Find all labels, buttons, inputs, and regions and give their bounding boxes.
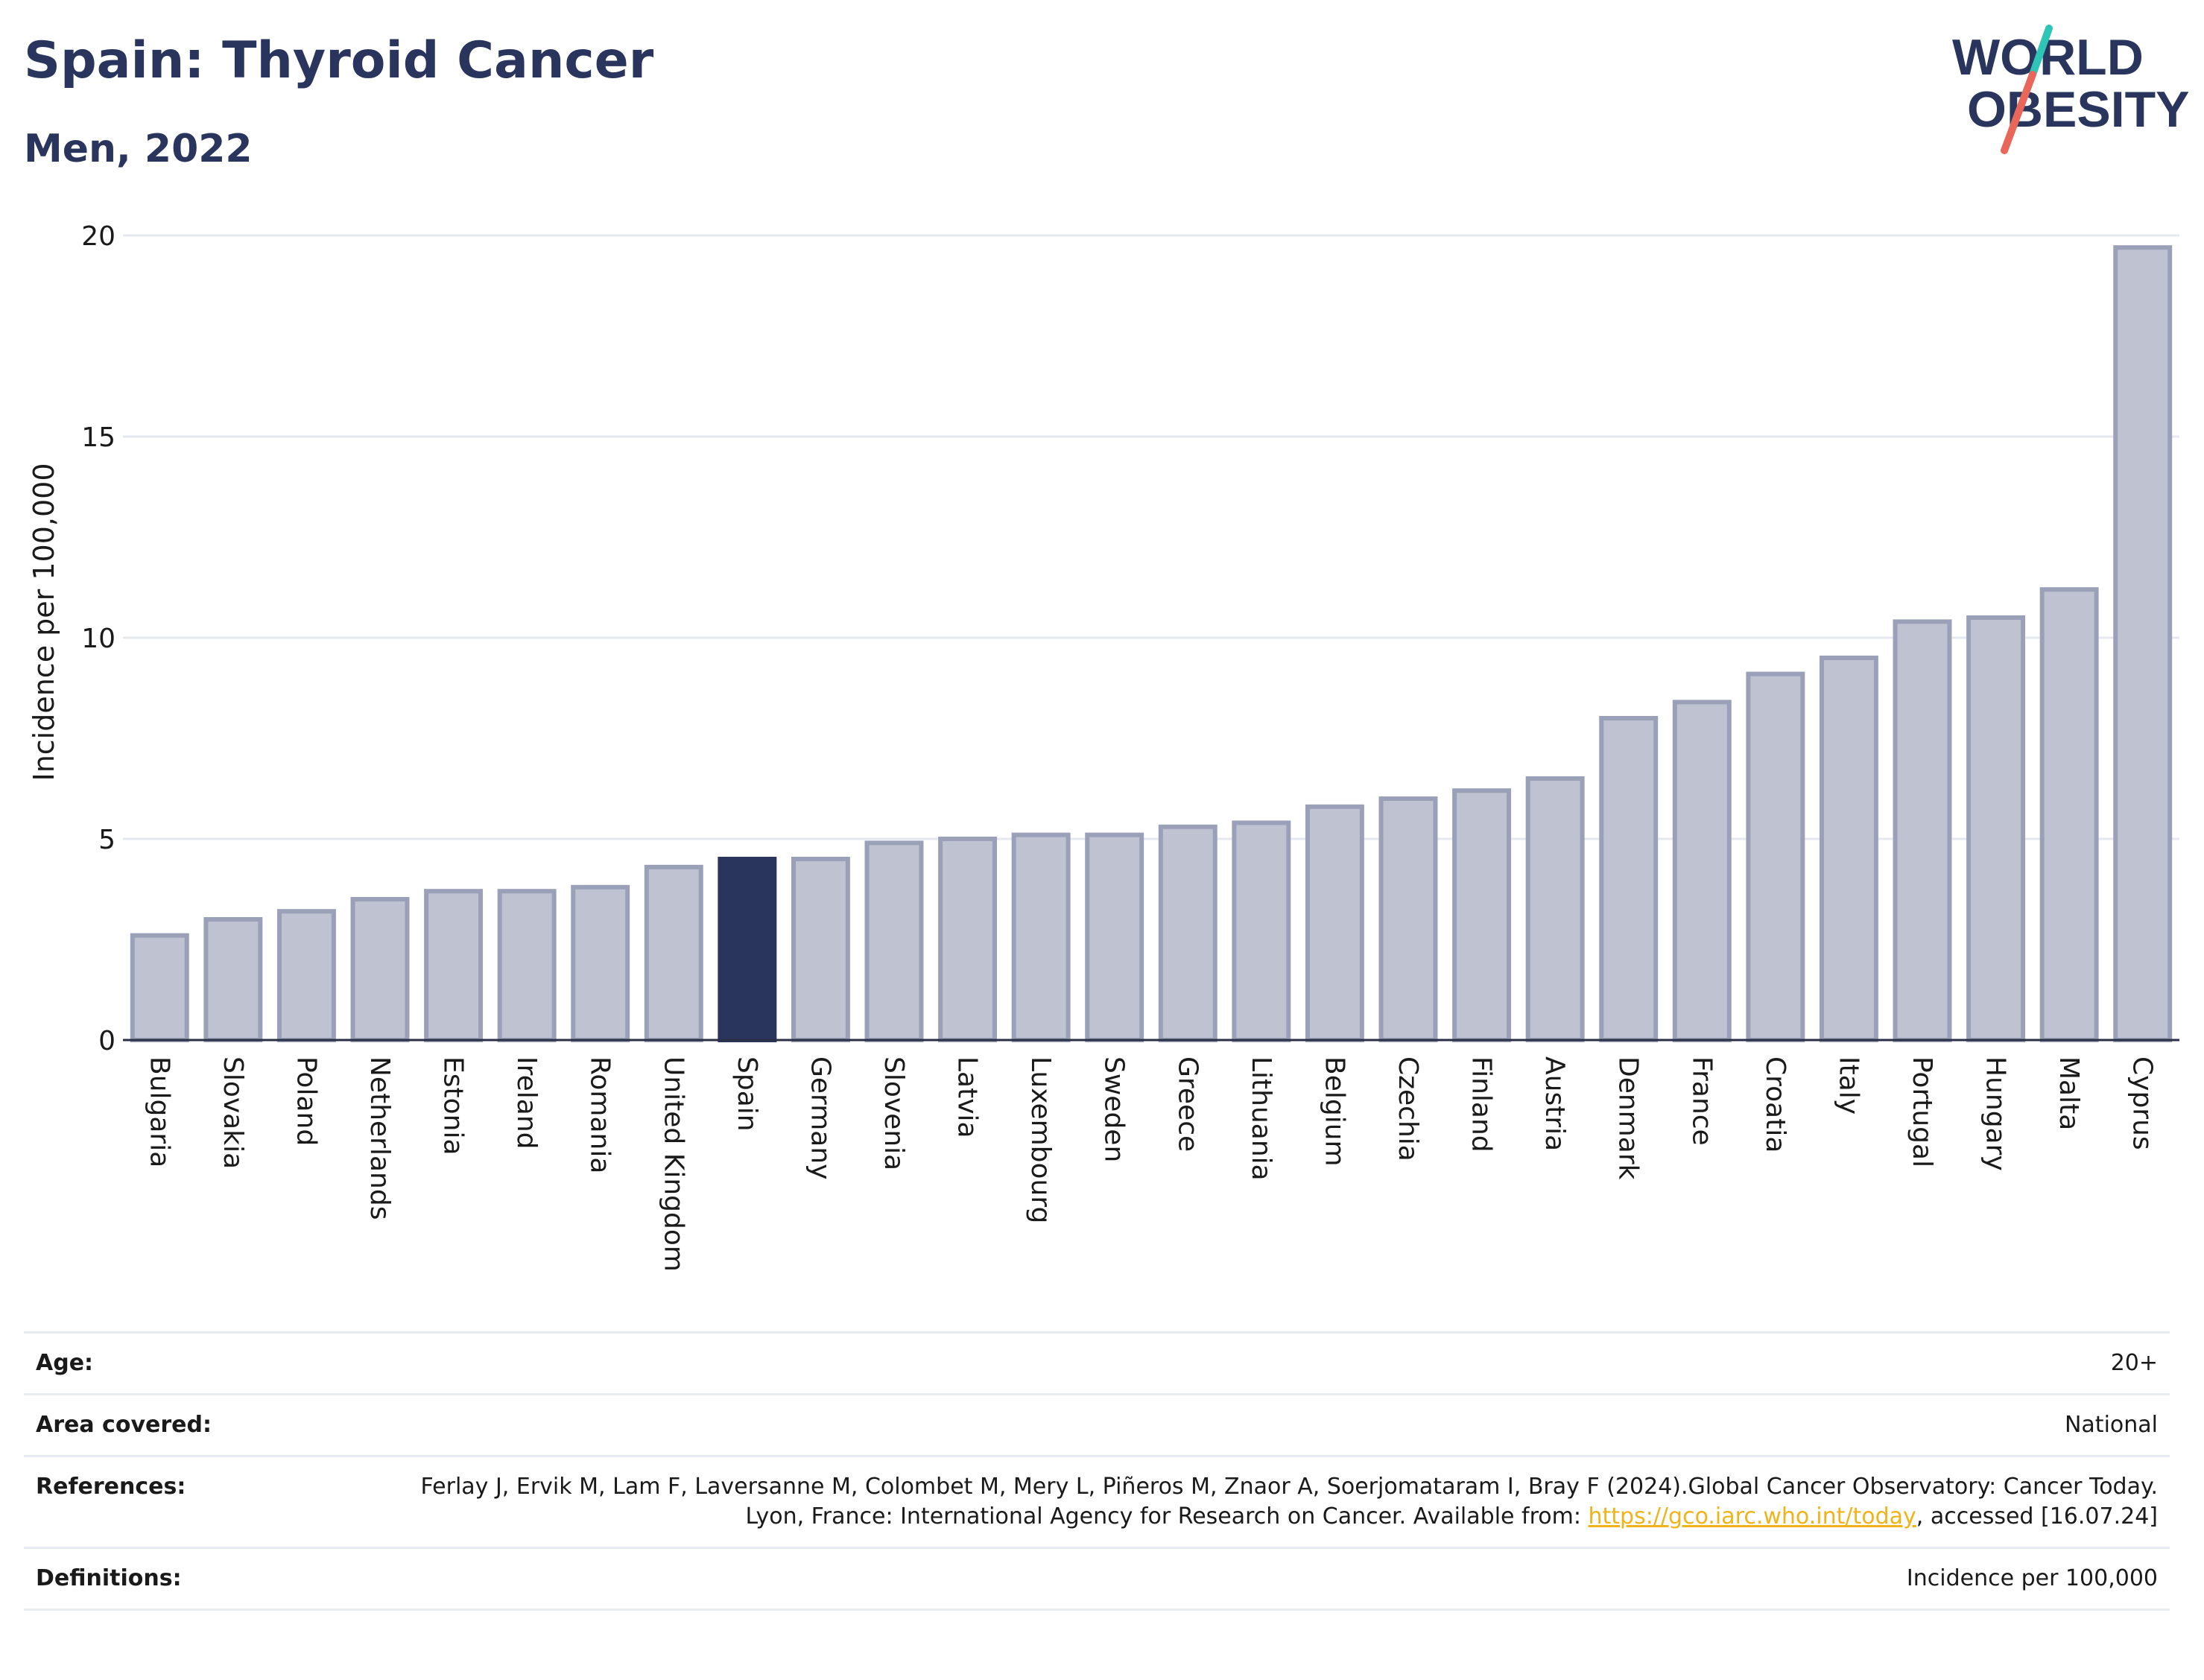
bar-denmark[interactable]: [1599, 716, 1659, 1042]
references-suffix: , accessed [16.07.24]: [1916, 1503, 2158, 1530]
x-tick-label: Slovenia: [878, 1056, 909, 1170]
bar-romania[interactable]: [571, 884, 630, 1043]
bar-united-kingdom[interactable]: [644, 864, 703, 1043]
x-tick-label: Czechia: [1393, 1056, 1423, 1161]
bar-bulgaria[interactable]: [130, 933, 189, 1042]
bar-lithuania[interactable]: [1232, 820, 1291, 1043]
logo-line-obesity: OBESITY: [1967, 81, 2190, 138]
x-tick-label: Cyprus: [2127, 1056, 2158, 1150]
x-tick-label: Belgium: [1319, 1056, 1349, 1167]
bar-greece[interactable]: [1158, 824, 1217, 1043]
definitions-value: Incidence per 100,000: [1906, 1565, 2158, 1591]
x-tick-label: Slovakia: [218, 1056, 248, 1169]
x-tick-label: Germany: [805, 1056, 835, 1179]
bar-latvia[interactable]: [938, 837, 998, 1042]
area-label: Area covered:: [36, 1412, 212, 1438]
bars-layer: [130, 245, 2173, 1043]
bar-cyprus[interactable]: [2113, 245, 2173, 1043]
x-tick-label: Sweden: [1099, 1056, 1130, 1162]
meta-row-definitions: Definitions: Incidence per 100,000: [24, 1547, 2170, 1611]
axis-layer: 0 5 10 15 20 Bulgaria Slovakia Poland Netherland…: [81, 221, 2179, 1272]
bar-sweden[interactable]: [1085, 832, 1144, 1042]
meta-row-age: Age: 20+: [24, 1331, 2170, 1393]
references-label: References:: [36, 1474, 186, 1500]
bar-hungary[interactable]: [1966, 615, 2026, 1042]
page-subtitle: Men, 2022: [24, 127, 253, 171]
bar-slovakia[interactable]: [203, 917, 263, 1042]
meta-row-area: Area covered: National: [24, 1393, 2170, 1455]
logo-slash-teal: [2029, 25, 2053, 78]
x-tick-label: Romania: [585, 1056, 615, 1173]
bar-austria[interactable]: [1525, 776, 1585, 1042]
bar-poland[interactable]: [276, 909, 336, 1042]
references-link[interactable]: https://gco.iarc.who.int/today: [1588, 1503, 1916, 1530]
x-tick-label: Finland: [1466, 1056, 1497, 1153]
x-tick-label: Lithuania: [1246, 1056, 1276, 1181]
x-tick-label: Netherlands: [364, 1056, 395, 1220]
age-label: Age:: [36, 1350, 94, 1376]
bar-spain[interactable]: [718, 857, 777, 1042]
x-tick-label: Poland: [291, 1056, 321, 1146]
bar-croatia[interactable]: [1746, 671, 1805, 1042]
y-tick-label: 10: [81, 624, 115, 654]
bar-netherlands[interactable]: [350, 897, 410, 1042]
references-text: Ferlay J, Ervik M, Lam F, Laversanne M, …: [420, 1474, 2158, 1530]
bar-czechia[interactable]: [1378, 796, 1438, 1042]
bar-slovenia[interactable]: [864, 840, 924, 1043]
definitions-label: Definitions:: [36, 1565, 182, 1591]
x-tick-label: United Kingdom: [658, 1056, 688, 1272]
x-tick-label: Ireland: [511, 1056, 542, 1150]
y-tick-label: 0: [98, 1026, 115, 1056]
x-tick-label: Italy: [1833, 1056, 1863, 1115]
x-tick-label: Spain: [732, 1056, 762, 1132]
x-tick-label: Hungary: [1980, 1056, 2011, 1171]
bar-italy[interactable]: [1819, 656, 1878, 1042]
x-tick-label: Malta: [2053, 1056, 2084, 1130]
y-tick-label: 5: [98, 825, 115, 855]
x-tick-label: Greece: [1172, 1056, 1203, 1152]
meta-row-references: References: Ferlay J, Ervik M, Lam F, La…: [24, 1455, 2170, 1547]
logo-slash-coral: [2001, 71, 2036, 154]
metadata-table: Age: 20+ Area covered: National Referenc…: [24, 1331, 2170, 1611]
bar-finland[interactable]: [1452, 788, 1512, 1042]
x-tick-label: Luxembourg: [1025, 1056, 1056, 1223]
bar-belgium[interactable]: [1305, 804, 1364, 1043]
x-tick-label: Portugal: [1907, 1056, 1937, 1167]
x-tick-label: Bulgaria: [144, 1056, 174, 1167]
area-value: National: [2064, 1412, 2158, 1438]
x-tick-label: France: [1686, 1056, 1717, 1146]
x-tick-label: Latvia: [952, 1056, 983, 1138]
bar-chart: 0 5 10 15 20 Bulgaria Slovakia Poland Netherland…: [28, 221, 2179, 1272]
bar-ireland[interactable]: [497, 889, 557, 1042]
bar-france[interactable]: [1672, 700, 1732, 1043]
y-tick-label: 15: [81, 422, 115, 453]
world-obesity-logo: WORLD OBESITY: [1952, 25, 2190, 154]
x-tick-label: Estonia: [438, 1056, 469, 1156]
x-tick-label: Croatia: [1760, 1056, 1790, 1153]
x-tick-label: Denmark: [1613, 1056, 1644, 1180]
bar-germany[interactable]: [791, 857, 850, 1042]
y-tick-label: 20: [81, 221, 115, 252]
references-value: Ferlay J, Ervik M, Lam F, Laversanne M, …: [370, 1472, 2158, 1532]
bar-portugal[interactable]: [1893, 619, 1952, 1042]
bar-luxembourg[interactable]: [1011, 832, 1071, 1042]
y-axis-label: Incidence per 100,000: [28, 463, 60, 781]
x-tick-label: Austria: [1539, 1056, 1570, 1151]
age-value: 20+: [2110, 1350, 2158, 1376]
bar-malta[interactable]: [2039, 587, 2099, 1042]
page-title: Spain: Thyroid Cancer: [24, 31, 654, 90]
bar-estonia[interactable]: [424, 889, 484, 1042]
